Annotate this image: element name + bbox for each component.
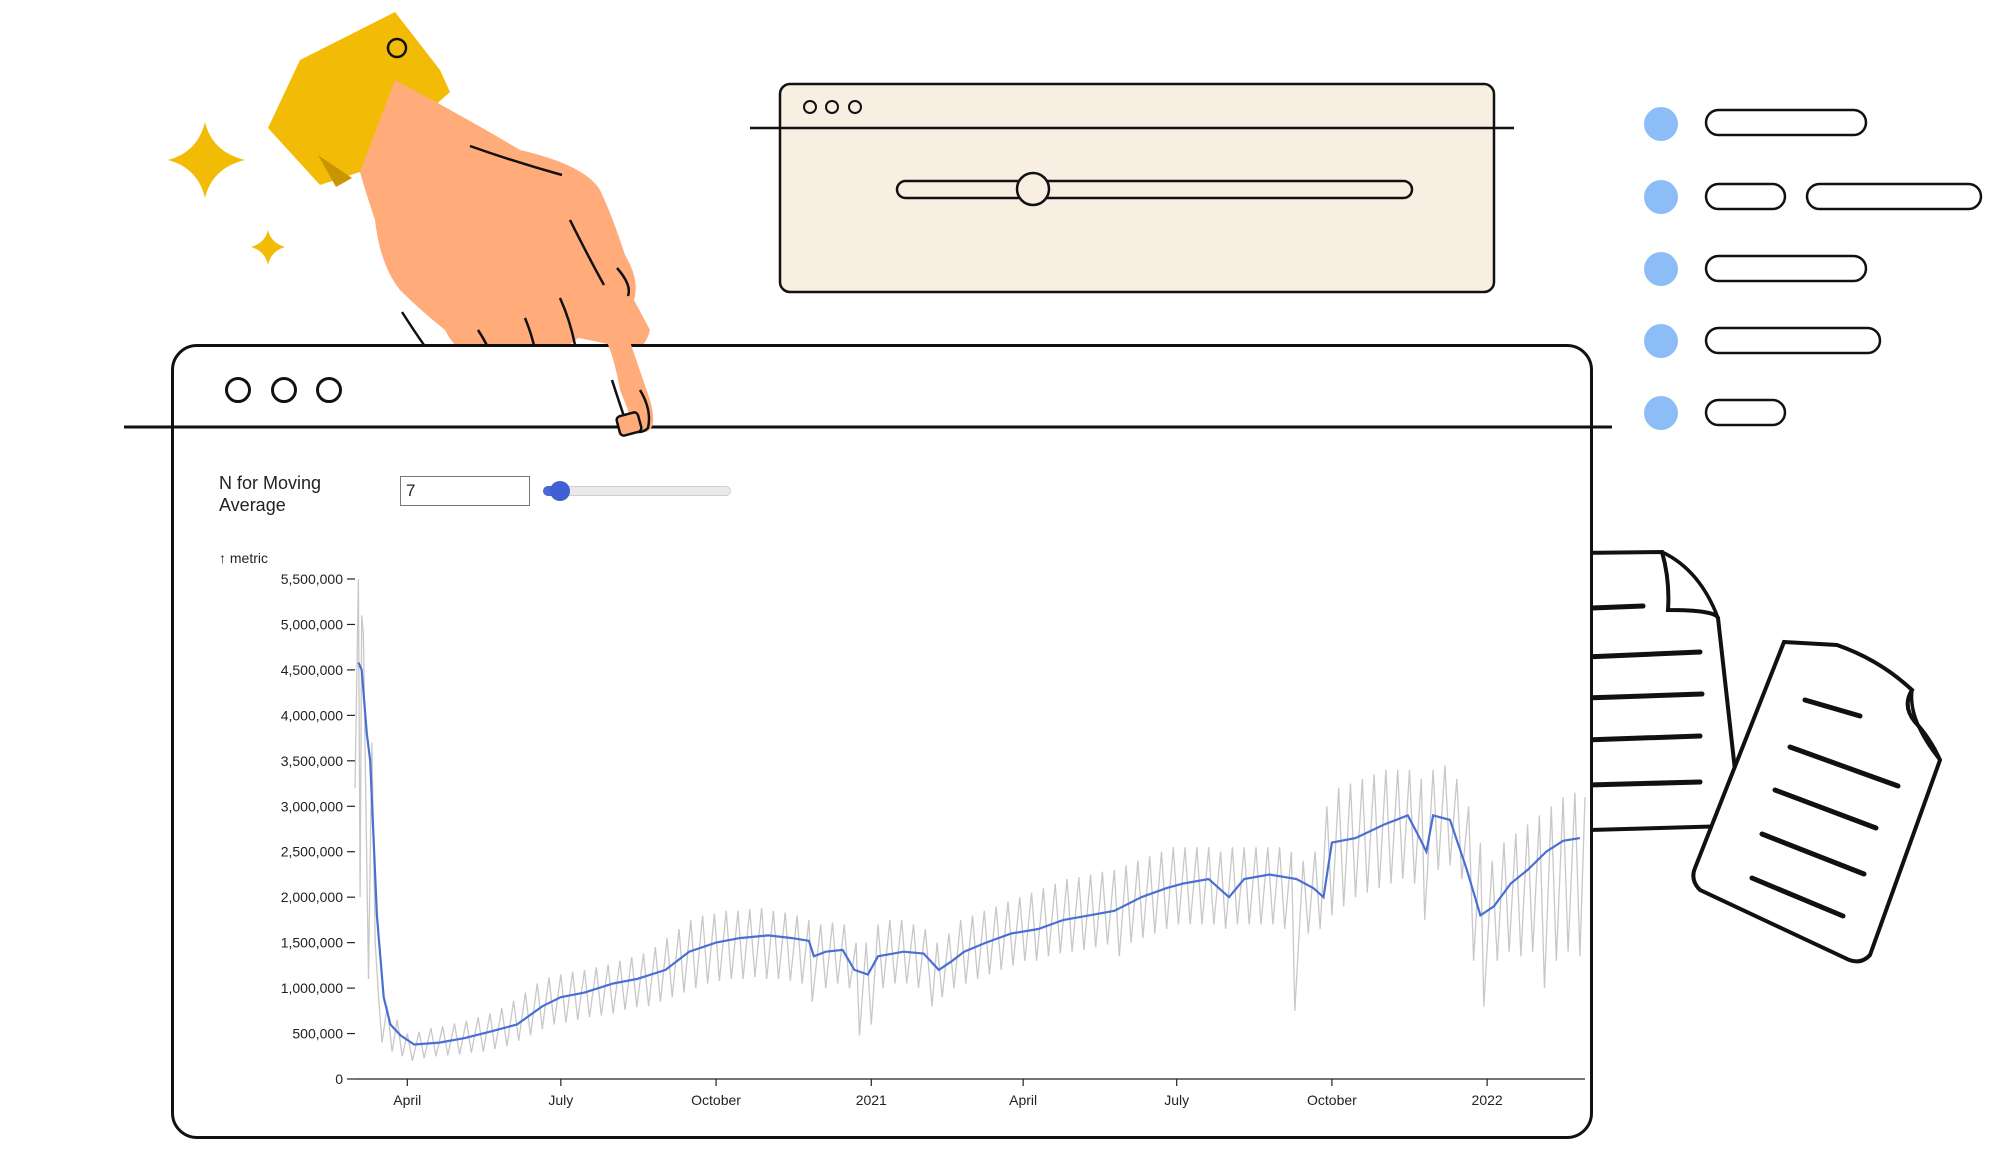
y-tick-label: 500,000 <box>292 1026 343 1042</box>
series-line-moving-average <box>357 662 1581 1046</box>
moving-average-slider-thumb[interactable] <box>549 481 570 501</box>
y-tick-label: 5,500,000 <box>281 571 343 587</box>
y-tick-label: 3,000,000 <box>281 798 343 814</box>
x-tick-label: 2021 <box>856 1092 887 1108</box>
x-tick-label: July <box>1164 1092 1189 1108</box>
window-maximize-dot[interactable] <box>316 377 342 403</box>
y-tick-label: 0 <box>335 1071 343 1087</box>
sparkle-large-icon <box>168 122 245 198</box>
moving-average-label: N for Moving Average <box>219 473 322 515</box>
series-line-daily-metric <box>354 578 1586 1061</box>
y-tick-label: 2,500,000 <box>281 844 343 860</box>
y-tick-label: 1,000,000 <box>281 980 343 996</box>
y-tick-label: 5,000,000 <box>281 616 343 632</box>
y-tick-label: 2,000,000 <box>281 889 343 905</box>
x-tick-label: April <box>393 1092 421 1108</box>
x-tick-label: 2022 <box>1472 1092 1503 1108</box>
x-tick-label: July <box>548 1092 573 1108</box>
y-axis-label: ↑ metric <box>219 550 268 566</box>
x-tick-label: October <box>691 1092 741 1108</box>
moving-average-input[interactable] <box>400 476 530 506</box>
y-tick-label: 3,500,000 <box>281 753 343 769</box>
list-illustration <box>1644 107 1983 430</box>
y-tick-label: 4,500,000 <box>281 662 343 678</box>
window-minimize-dot[interactable] <box>271 377 297 403</box>
x-tick-label: April <box>1009 1092 1037 1108</box>
window-close-dot[interactable] <box>225 377 251 403</box>
sparkle-small-icon <box>251 230 285 265</box>
y-tick-label: 1,500,000 <box>281 935 343 951</box>
x-tick-label: October <box>1307 1092 1357 1108</box>
documents-icon <box>1574 549 1943 964</box>
mini-slider-window <box>750 82 1514 294</box>
y-tick-label: 4,000,000 <box>281 707 343 723</box>
